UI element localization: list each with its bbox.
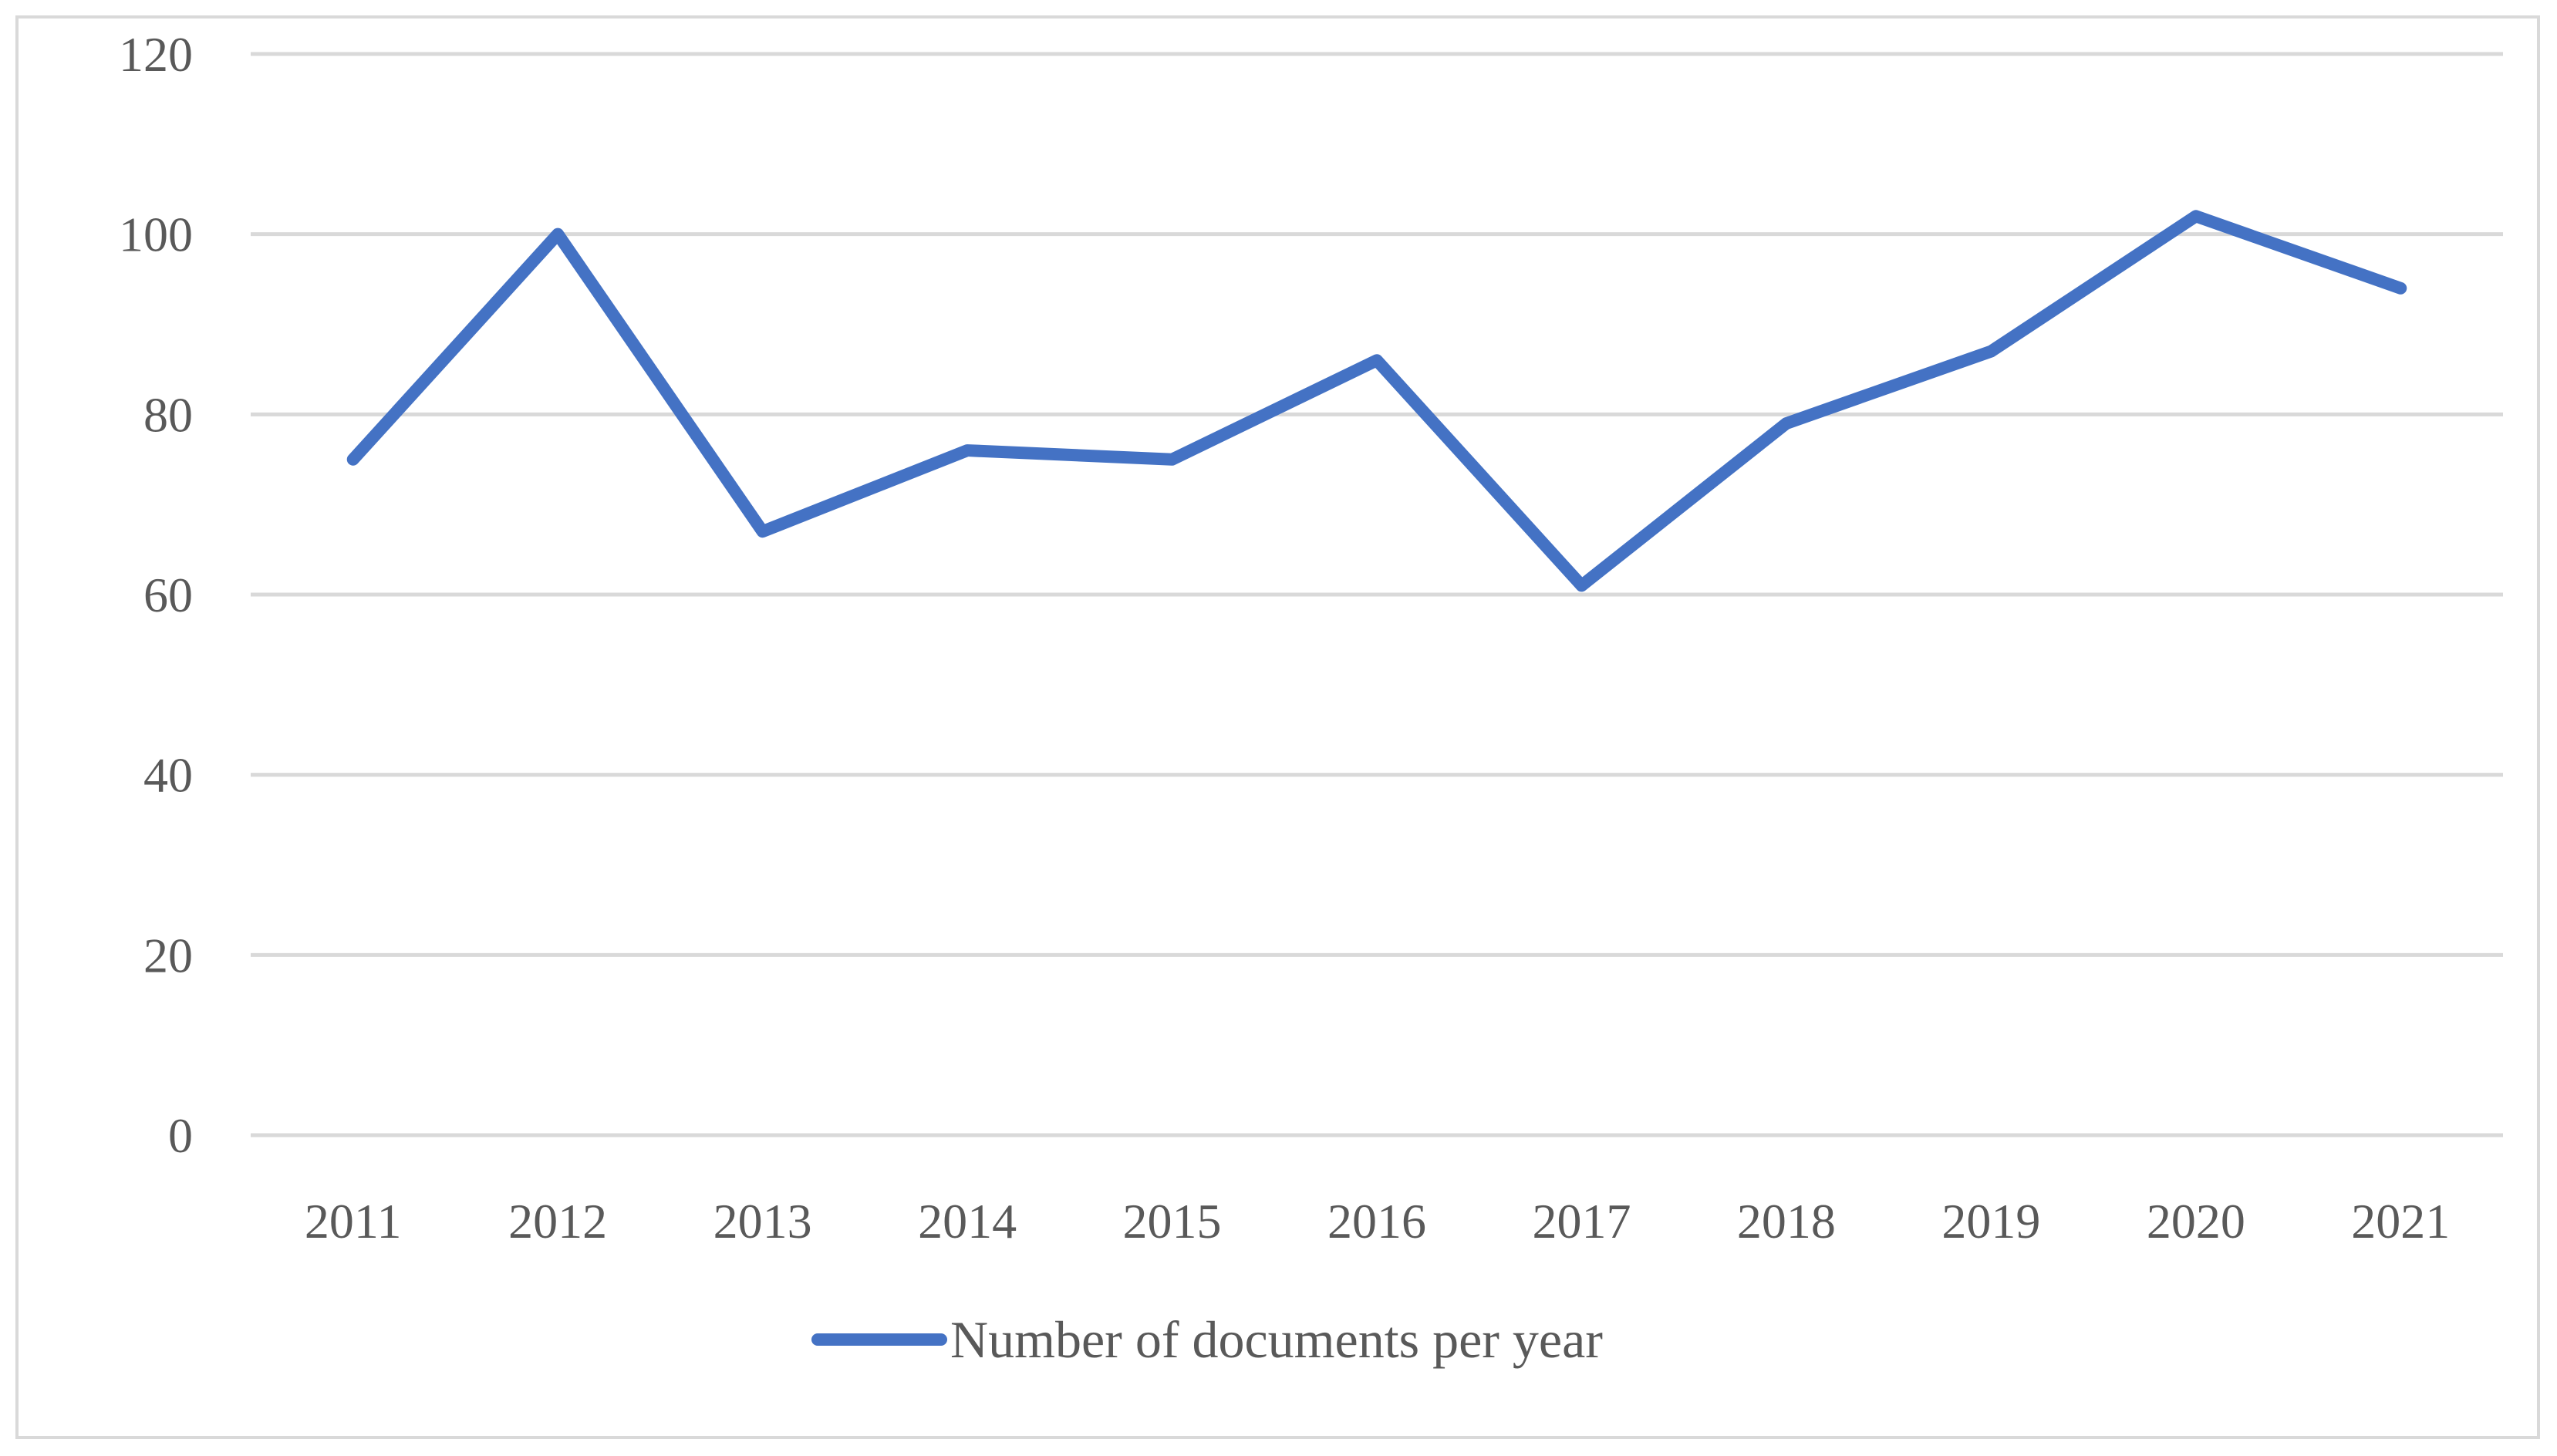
x-tick-label: 2020	[2147, 1194, 2245, 1249]
y-tick-label: 0	[168, 1108, 193, 1163]
x-tick-label: 2017	[1532, 1194, 1631, 1249]
x-tick-label: 2015	[1123, 1194, 1222, 1249]
x-axis-ticks: 2011 2012 2013 2014 2015 2016 2017 2018 2019 2020…	[305, 1194, 2450, 1249]
y-axis-ticks: 0 20 40 60 80 100 120	[119, 27, 193, 1163]
y-tick-label: 40	[143, 748, 193, 803]
legend-label: Number of documents per year	[950, 1310, 1603, 1369]
series-line	[346, 210, 2407, 592]
x-tick-label: 2014	[918, 1194, 1017, 1249]
series-lines	[346, 210, 2407, 592]
x-tick-label: 2021	[2351, 1194, 2450, 1249]
x-tick-label: 2019	[1941, 1194, 2040, 1249]
y-tick-label: 120	[119, 27, 193, 82]
legend: Number of documents per year	[811, 1310, 1603, 1369]
y-tick-label: 100	[119, 207, 193, 262]
y-tick-label: 20	[143, 928, 193, 982]
x-tick-label: 2011	[305, 1194, 402, 1249]
x-tick-label: 2016	[1327, 1194, 1426, 1249]
x-tick-label: 2012	[508, 1194, 607, 1249]
y-tick-label: 80	[143, 387, 193, 442]
y-tick-label: 60	[143, 568, 193, 622]
chart-frame	[15, 15, 2540, 1439]
gridlines	[251, 52, 2503, 1138]
x-tick-label: 2013	[713, 1194, 812, 1249]
x-tick-label: 2018	[1737, 1194, 1836, 1249]
